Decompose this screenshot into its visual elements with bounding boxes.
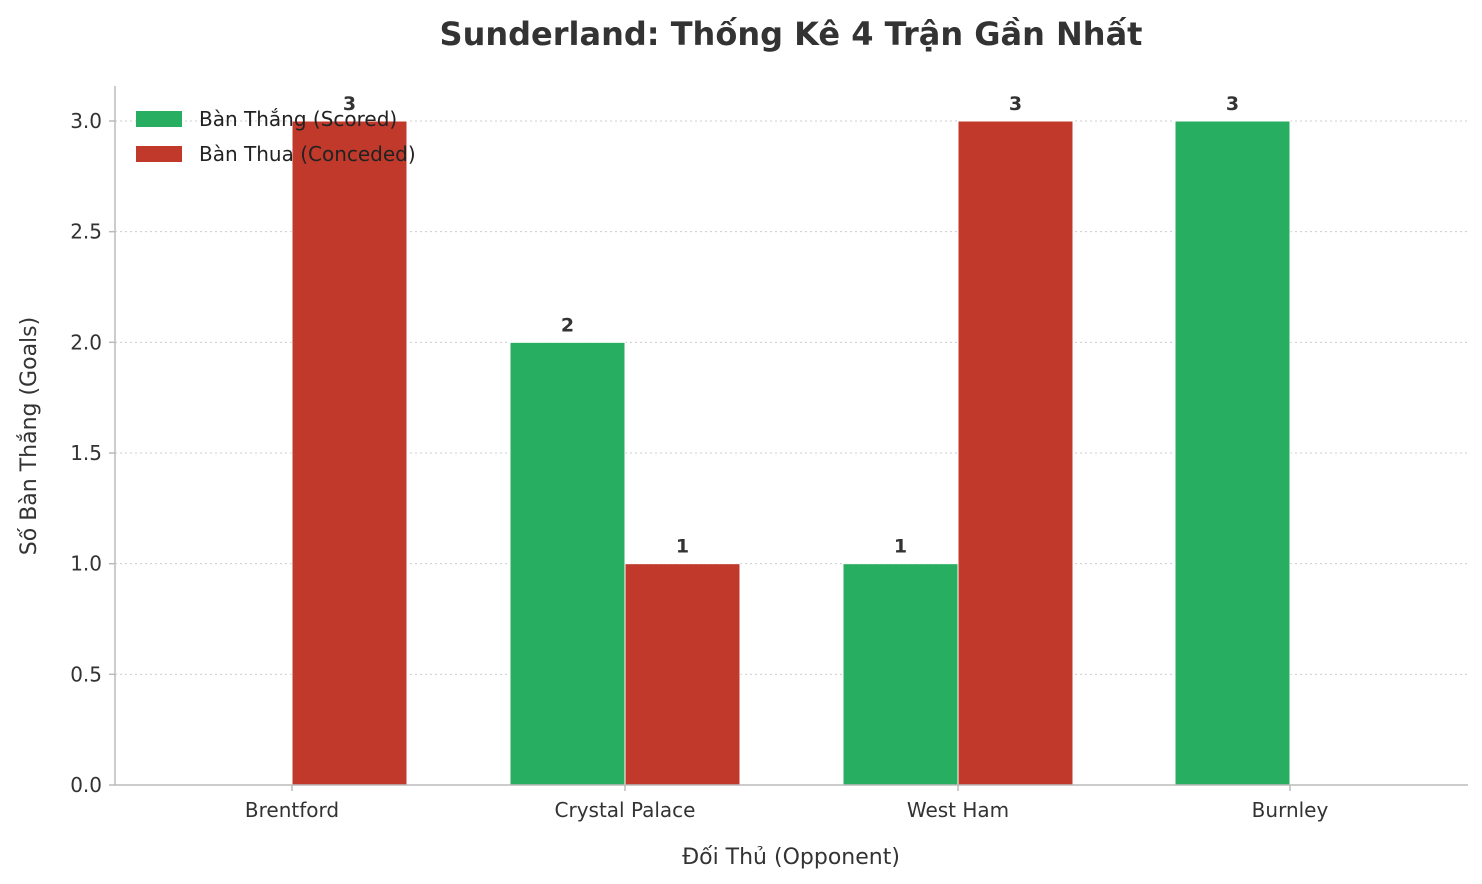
- bars: [291, 120, 1291, 786]
- y-tick-label: 2.0: [70, 330, 102, 354]
- bar-value-label: 3: [1226, 93, 1239, 115]
- bar-scored: [842, 563, 959, 786]
- legend-label: Bàn Thắng (Scored): [199, 107, 397, 131]
- axes: 0.0 0.5 1.0 1.5 2.0 2.5 3.0 Brentford Crystal Pa…: [70, 86, 1468, 822]
- y-axis-label: Số Bàn Thắng (Goals): [17, 317, 42, 555]
- bar-conceded: [624, 563, 741, 786]
- chart-title: Sunderland: Thống Kê 4 Trận Gần Nhất: [440, 15, 1143, 53]
- y-tick-label: 0.5: [70, 662, 102, 686]
- y-tick-label: 2.5: [70, 220, 102, 244]
- legend-swatch: [136, 111, 182, 127]
- bar-conceded: [957, 120, 1074, 786]
- y-tick-label: 1.0: [70, 552, 102, 576]
- x-axis-label: Đối Thủ (Opponent): [682, 845, 900, 870]
- x-tick-label: Brentford: [245, 798, 339, 822]
- x-tick-label: Burnley: [1252, 798, 1329, 822]
- bar-value-label: 3: [1009, 93, 1022, 115]
- y-tick-label: 1.5: [70, 441, 102, 465]
- bar-value-label: 1: [676, 536, 689, 558]
- legend: Bàn Thắng (Scored) Bàn Thua (Conceded): [136, 107, 416, 166]
- bar-value-label: 1: [894, 536, 907, 558]
- y-tick-label: 3.0: [70, 109, 102, 133]
- bar-value-label: 3: [343, 93, 356, 115]
- bar-value-label: 2: [561, 314, 574, 336]
- bar-conceded: [291, 120, 408, 786]
- bar-scored: [1174, 120, 1291, 786]
- legend-swatch: [136, 146, 182, 162]
- x-tick-label: West Ham: [907, 798, 1009, 822]
- y-tick-label: 0.0: [70, 773, 102, 797]
- data-labels: 2 1 3 3 1 3: [343, 93, 1239, 558]
- x-tick-label: Crystal Palace: [555, 798, 696, 822]
- legend-label: Bàn Thua (Conceded): [199, 142, 416, 166]
- bar-scored: [509, 341, 626, 786]
